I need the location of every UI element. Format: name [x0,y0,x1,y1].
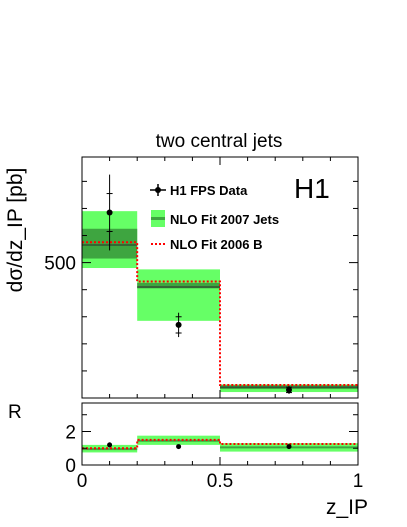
ratio-y-tick-label-1: 2 [65,422,76,443]
legend-entry-nlo-2006b: NLO Fit 2006 B [151,237,262,252]
legend-label-nlo-jets: NLO Fit 2007 Jets [170,212,279,227]
ratio-point-0 [107,442,113,448]
data-point-0 [106,209,113,216]
data-point-1 [175,321,182,328]
main-prediction-lines [82,241,358,387]
ratio-point-2 [286,444,292,450]
ratio-axis-label: R [8,402,22,423]
experiment-label: H1 [294,173,330,204]
legend: H1 FPS Data NLO Fit 2007 Jets NLO Fit 20… [150,183,279,252]
ratio-point-1 [176,444,182,450]
ratio-nlo-2006b-line [82,438,358,450]
ratio-prediction-lines [82,438,358,450]
data-point-2 [286,386,292,393]
ratio-axis-ticks [81,414,359,466]
ratio-data-points [107,442,292,450]
legend-entry-data: H1 FPS Data [150,183,248,198]
nlo-jets-pdf-band-1 [137,282,220,289]
nlo-jets-scale-band-1 [137,269,220,321]
chart-title: two central jets [156,131,283,152]
main-data-points [106,174,292,394]
y-tick-label-500: 500 [44,254,76,275]
main-axis-ticks [81,157,359,398]
nlo-2006b-line [82,241,358,387]
legend-label-nlo-2006b: NLO Fit 2006 B [170,237,262,252]
x-tick-label-2: 1 [353,471,364,492]
ratio-tick-labels: 0 2 0 0.5 1 [65,422,363,492]
ratio-y-tick-label-0: 0 [65,456,76,477]
ratio-prediction-bands [82,435,358,453]
x-axis-label: z_IP [326,496,368,519]
y-axis-label: dσ/dz_IP [pb] [4,168,27,293]
x-tick-label-1: 0.5 [207,471,233,492]
legend-entry-nlo-jets: NLO Fit 2007 Jets [151,210,279,227]
legend-label-data: H1 FPS Data [170,183,248,198]
ratio-plot-frame [81,402,359,466]
x-tick-label-0: 0 [77,471,88,492]
